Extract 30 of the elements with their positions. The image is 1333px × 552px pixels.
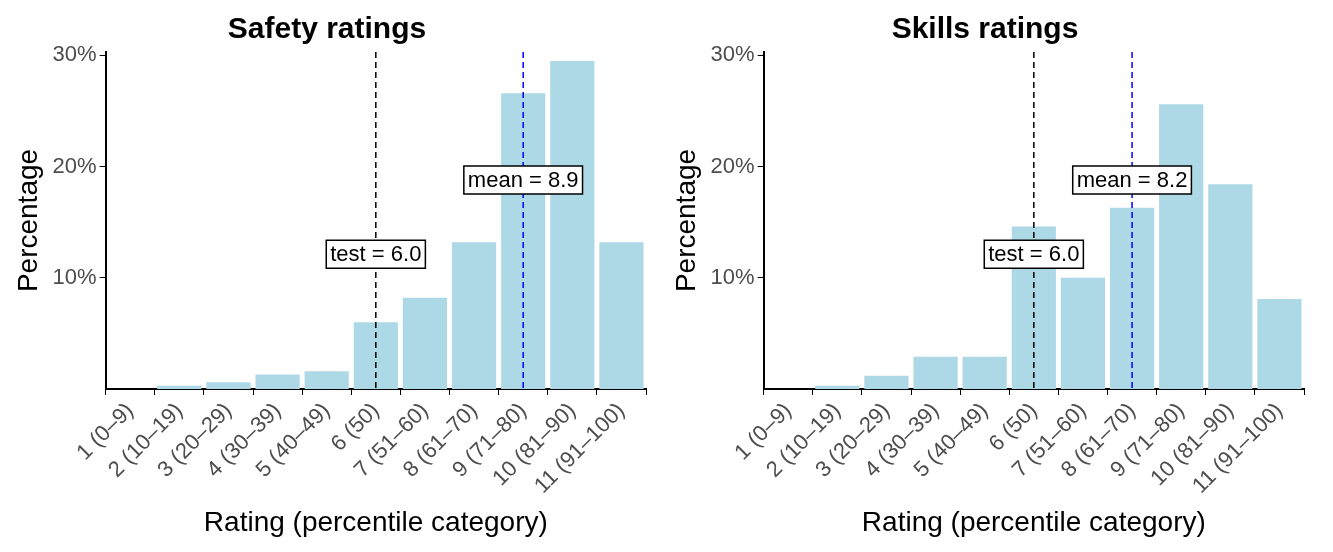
ref-line-label: test = 6.0 [330,241,422,267]
bar [962,356,1007,389]
bar [1208,184,1253,389]
bar [451,242,497,389]
bar [599,242,644,389]
y-tick-label: 30% [52,41,97,67]
y-tick-label: 10% [52,263,97,289]
y-tick-label: 20% [52,152,97,178]
y-tick-label: 30% [710,41,755,67]
bar [304,371,349,389]
bar [353,322,398,389]
chart-title: Skills ratings [891,11,1079,45]
bar [1060,277,1106,389]
x-axis-title: Rating (percentile category) [861,505,1206,537]
y-axis-title: Percentage [11,148,43,293]
y-tick-label: 20% [710,152,755,178]
bar [255,374,300,389]
x-axis-title: Rating (percentile category) [203,505,548,537]
y-axis-title: Percentage [669,148,701,293]
bar [402,297,448,389]
ref-line-label: test = 6.0 [988,241,1080,267]
ref-line-label: mean = 8.9 [467,167,579,193]
bar [864,375,909,389]
bar [1257,298,1302,389]
y-tick-label: 10% [710,263,755,289]
bar [913,356,958,389]
bar [1109,207,1155,389]
chart-title: Safety ratings [227,11,427,45]
bar [206,382,251,389]
ref-line-label: mean = 8.2 [1076,167,1188,193]
